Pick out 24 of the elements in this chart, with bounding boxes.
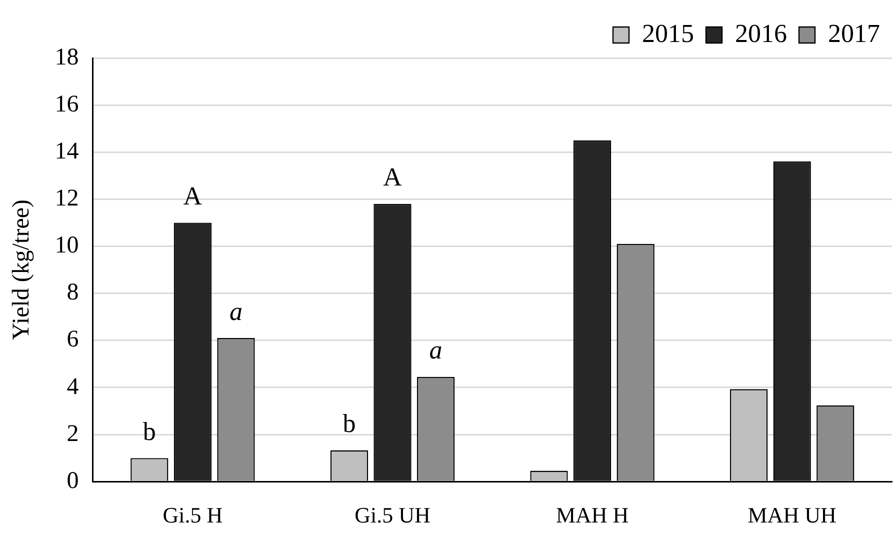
y-tick-label: 0 xyxy=(66,468,79,494)
annotation: a xyxy=(229,296,242,326)
annotation: A xyxy=(183,182,202,211)
x-tick-label: MAH H xyxy=(556,502,629,528)
x-tick-label: MAH UH xyxy=(748,502,837,528)
annotation: A xyxy=(383,162,402,192)
y-tick-label: 18 xyxy=(54,44,79,70)
y-tick-label: 4 xyxy=(66,374,79,400)
y-tick-label: 16 xyxy=(54,91,79,118)
legend-label: 2015 xyxy=(642,18,694,48)
annotation: a xyxy=(429,336,442,365)
x-tick-label: Gi.5 H xyxy=(162,502,223,528)
legend-label: 2017 xyxy=(828,18,880,48)
y-tick-label: 2 xyxy=(66,420,79,447)
y-tick-label: 10 xyxy=(54,232,79,259)
y-tick-label: 6 xyxy=(66,326,79,353)
annotation: b xyxy=(342,409,356,438)
y-axis-title: Yield (kg/tree) xyxy=(8,199,35,340)
x-tick-label: Gi.5 UH xyxy=(354,502,430,528)
annotation: b xyxy=(142,416,156,446)
y-tick-label: 8 xyxy=(66,280,79,306)
legend-label: 2016 xyxy=(735,18,787,48)
y-tick-label: 12 xyxy=(54,185,79,212)
y-tick-label: 14 xyxy=(54,138,79,164)
